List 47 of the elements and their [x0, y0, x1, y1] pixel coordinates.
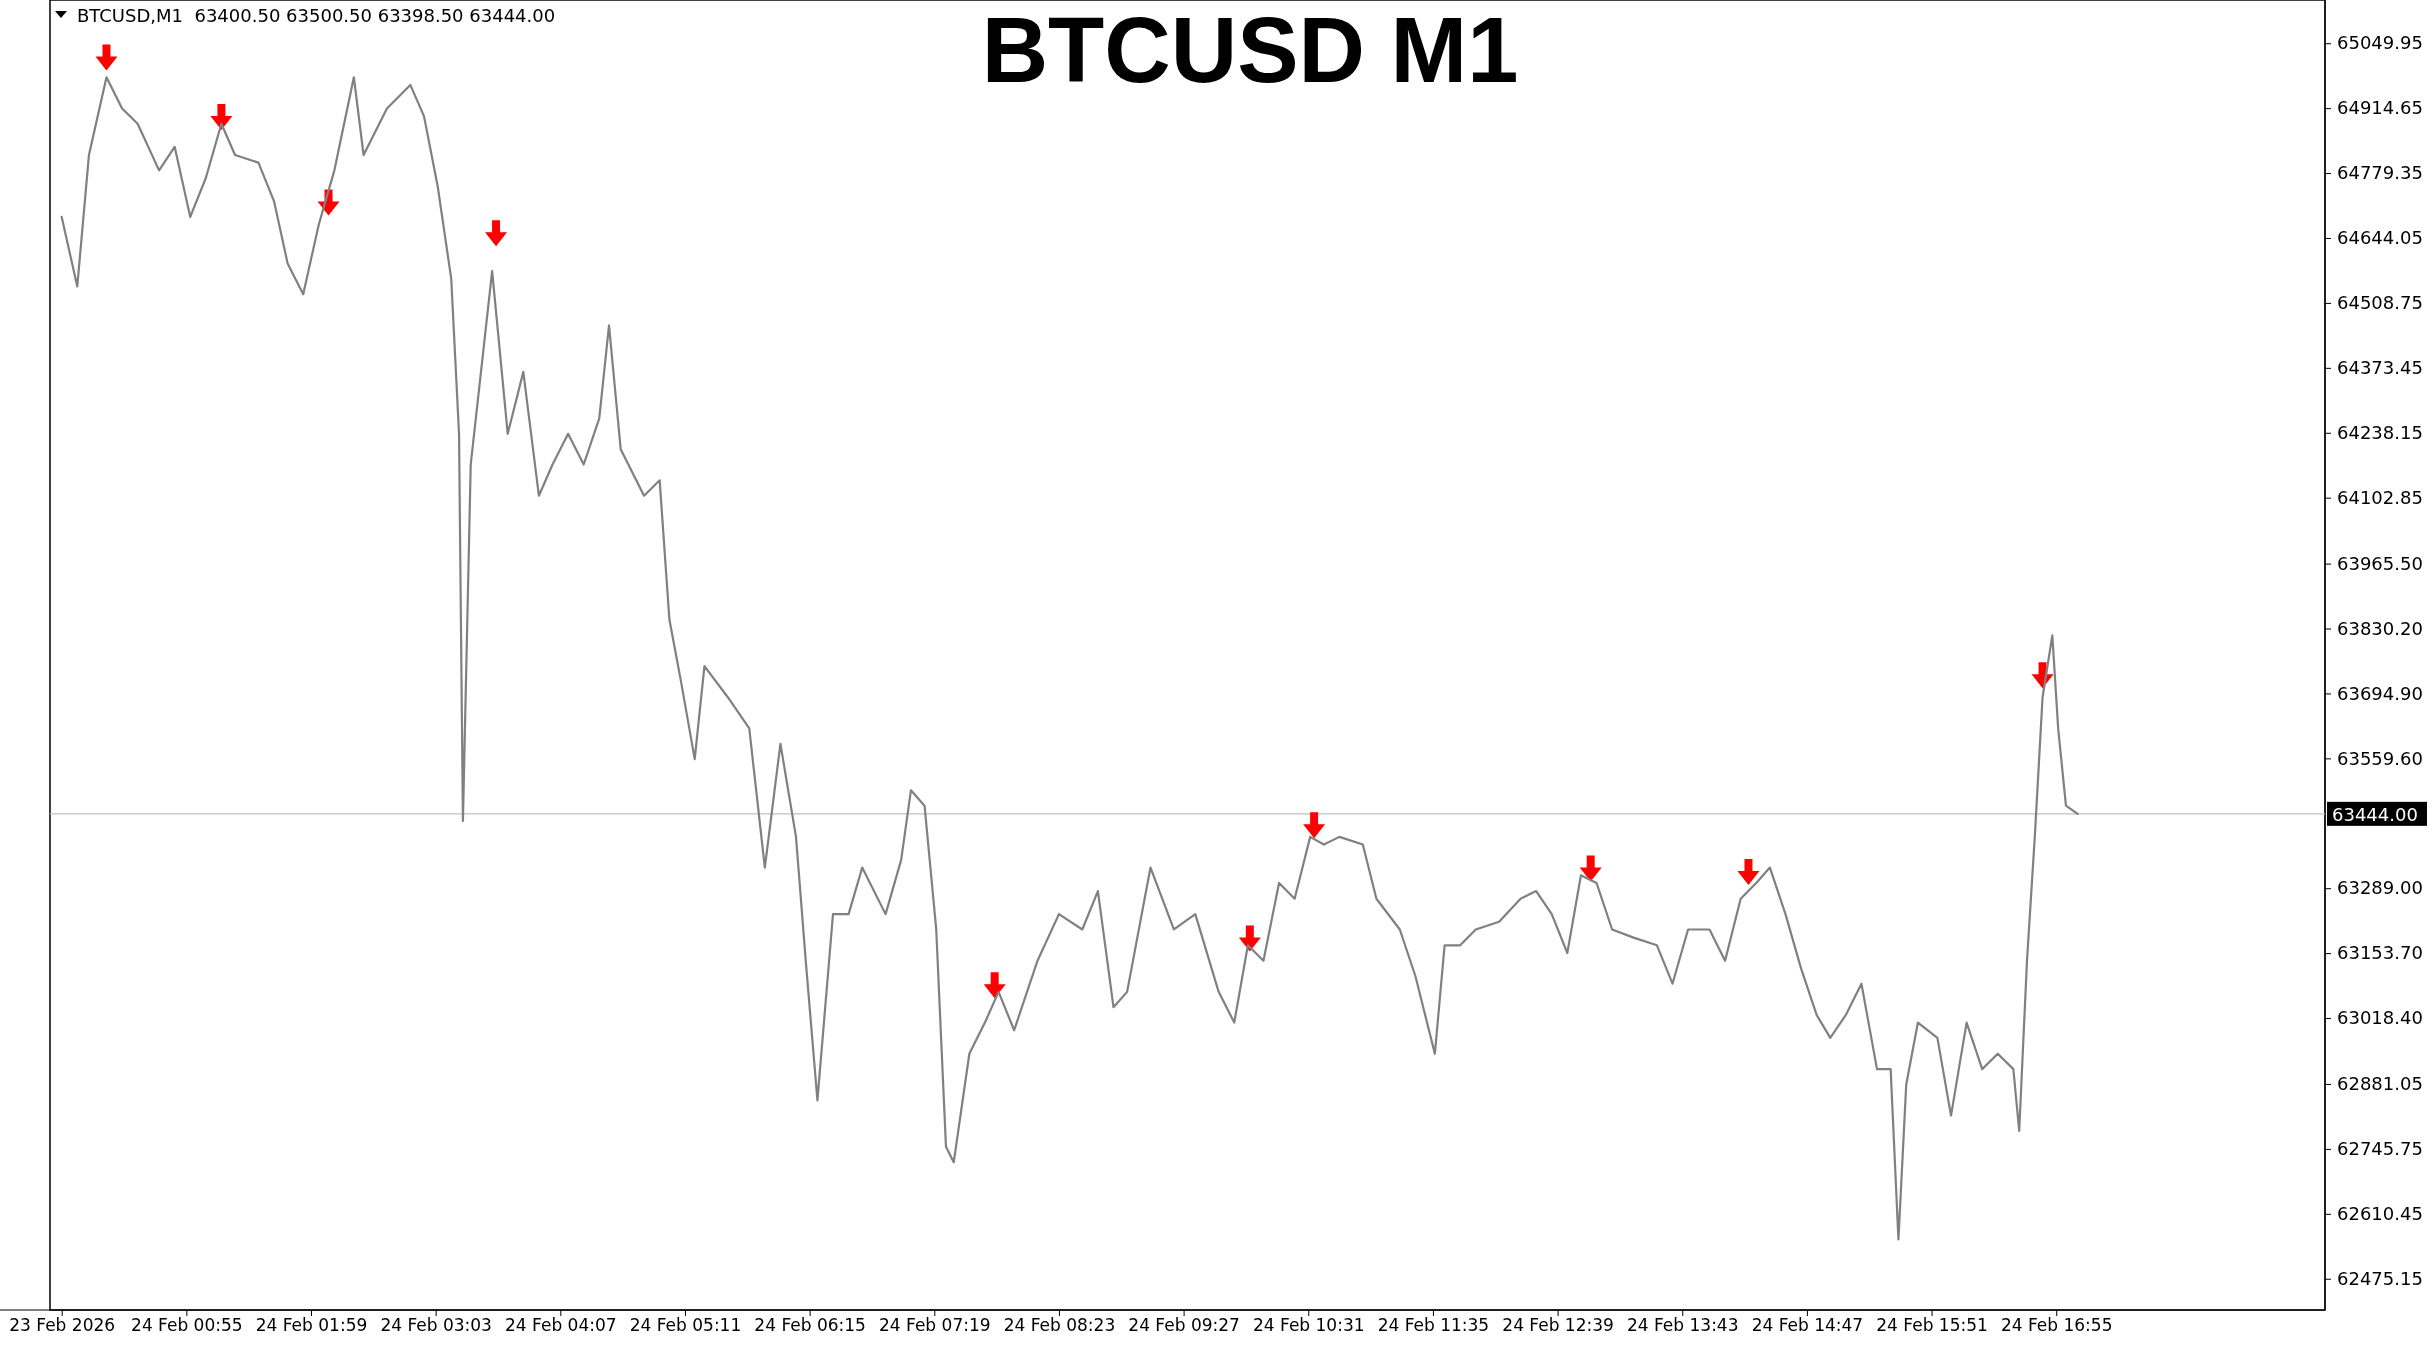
- x-tick-label: 24 Feb 00:55: [131, 1315, 243, 1336]
- y-tick-label: 62610.45: [2337, 1203, 2423, 1225]
- y-tick-label: 64914.65: [2337, 97, 2423, 119]
- y-tick-label: 62881.05: [2337, 1073, 2423, 1095]
- x-tick-label: 24 Feb 15:51: [1876, 1315, 1988, 1336]
- x-tick-label: 24 Feb 01:59: [255, 1315, 368, 1336]
- x-tick-label: 24 Feb 05:11: [629, 1315, 742, 1336]
- y-tick-label: 63965.50: [2337, 552, 2423, 574]
- x-tick-label: 24 Feb 13:43: [1626, 1315, 1739, 1336]
- point: [1303, 812, 1326, 839]
- x-tick-label: 24 Feb 10:31: [1253, 1315, 1365, 1336]
- y-tick-label: 64238.15: [2337, 422, 2423, 444]
- y-tick-label: 62475.15: [2337, 1268, 2423, 1289]
- y-tick-label: 64779.35: [2337, 162, 2423, 184]
- y-tick-label: 63018.40: [2337, 1007, 2423, 1029]
- y-tick-label: 63694.90: [2337, 682, 2423, 704]
- x-tick-label: 24 Feb 16:55: [2000, 1315, 2113, 1336]
- y-tick-label: 63830.20: [2337, 617, 2423, 639]
- point: [983, 972, 1006, 999]
- ref-line-label: 63444.00: [2332, 803, 2418, 825]
- point: [1737, 858, 1760, 885]
- y-tick-label: 65049.95: [2337, 32, 2423, 54]
- y-tick-label: 64373.45: [2337, 357, 2423, 379]
- point: [1238, 925, 1261, 952]
- point: [1579, 855, 1602, 882]
- point: [210, 104, 233, 131]
- y-tick-label: 63153.70: [2337, 942, 2423, 964]
- y-tick-label: 64508.75: [2337, 292, 2423, 314]
- x-tick-label: 24 Feb 04:07: [505, 1315, 617, 1336]
- y-tick-label: 64102.85: [2337, 486, 2423, 508]
- x-tick-label: 24 Feb 14:47: [1751, 1315, 1864, 1336]
- x-tick-label: 24 Feb 12:39: [1502, 1315, 1614, 1336]
- x-tick-label: 24 Feb 06:15: [754, 1315, 866, 1336]
- y-tick-label: 63289.00: [2337, 877, 2423, 899]
- y-tick-label: 64644.05: [2337, 227, 2423, 249]
- x-tick-label: 23 Feb 2026: [9, 1315, 116, 1336]
- point: [485, 220, 508, 247]
- y-tick-label: 62745.75: [2337, 1138, 2423, 1160]
- y-tick-label: 63559.60: [2337, 747, 2423, 769]
- point: [95, 44, 118, 71]
- x-tick-label: 24 Feb 07:19: [879, 1315, 991, 1336]
- x-tick-label: 24 Feb 09:27: [1128, 1315, 1240, 1336]
- annotation: BTCUSD,M1 63400.50 63500.50 63398.50 63444.00: [77, 5, 556, 26]
- x-tick-label: 24 Feb 08:23: [1003, 1315, 1116, 1336]
- x-tick-label: 24 Feb 11:35: [1377, 1315, 1490, 1336]
- chart-title: BTCUSD M1: [981, 0, 1519, 101]
- x-tick-label: 24 Feb 03:03: [380, 1315, 492, 1336]
